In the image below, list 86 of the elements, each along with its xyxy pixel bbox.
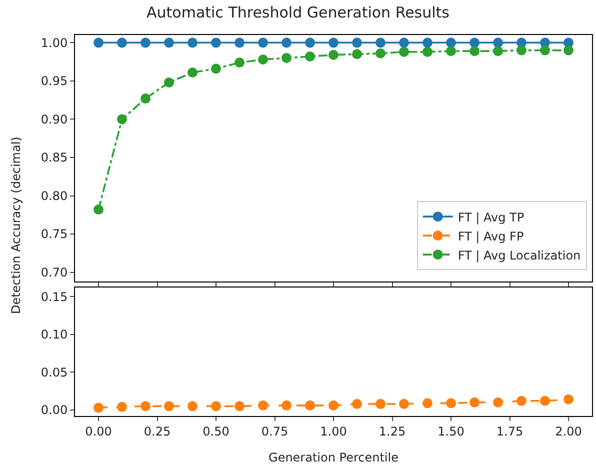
point — [328, 38, 338, 48]
point — [352, 398, 362, 409]
x-tick-label: 0.00 — [85, 424, 112, 438]
point — [305, 38, 315, 48]
point — [352, 49, 362, 60]
point — [446, 46, 456, 56]
x-tick-label: 1.75 — [496, 424, 524, 438]
legend-label: FT | Avg TP — [458, 210, 524, 224]
point — [211, 401, 221, 412]
point — [164, 401, 174, 412]
point — [117, 38, 127, 48]
point — [117, 114, 127, 124]
point — [94, 204, 104, 215]
point — [305, 51, 315, 62]
point — [211, 64, 221, 74]
point — [540, 396, 550, 406]
point — [188, 401, 198, 412]
point — [446, 38, 456, 48]
y-tick-label: 0.00 — [40, 403, 68, 418]
y-tick-label: 0.75 — [40, 227, 68, 242]
chart-title: Automatic Threshold Generation Results — [146, 3, 450, 22]
point — [117, 402, 127, 412]
point — [140, 94, 150, 104]
point — [564, 45, 574, 56]
y-tick-label: 0.85 — [40, 150, 68, 165]
point — [493, 397, 503, 408]
point — [282, 400, 292, 410]
point — [446, 398, 456, 408]
legend-label: FT | Avg Localization — [458, 248, 581, 262]
y-tick-label: 0.15 — [40, 290, 68, 304]
point — [188, 38, 198, 48]
y-tick-label: 0.80 — [40, 188, 68, 203]
point — [470, 46, 480, 56]
point — [94, 38, 104, 48]
point — [493, 38, 503, 48]
point — [282, 52, 292, 63]
point — [234, 58, 244, 68]
point — [540, 45, 550, 56]
point — [164, 38, 174, 48]
point — [140, 401, 150, 412]
point — [234, 401, 244, 412]
point — [305, 400, 315, 410]
point — [352, 38, 362, 48]
point — [422, 398, 432, 408]
point — [234, 38, 244, 48]
point — [328, 400, 338, 410]
y-axis-title: Detection Accuracy (decimal) — [9, 136, 24, 314]
x-tick-label: 1.00 — [320, 424, 347, 438]
point — [470, 397, 480, 408]
point — [493, 46, 503, 56]
point — [399, 38, 409, 48]
y-tick-label: 0.70 — [40, 266, 68, 280]
point — [376, 398, 386, 409]
x-tick-label: 1.25 — [378, 424, 406, 438]
point — [564, 394, 574, 404]
y-tick-label: 1.00 — [40, 36, 68, 50]
legend-label: FT | Avg FP — [458, 229, 524, 244]
x-tick-label: 1.50 — [438, 424, 464, 438]
point — [516, 45, 526, 56]
point — [258, 38, 268, 48]
point — [470, 38, 480, 48]
point — [399, 46, 409, 57]
point — [94, 402, 104, 413]
point — [164, 77, 174, 88]
y-tick-label: 0.10 — [40, 328, 68, 342]
y-tick-label: 0.05 — [40, 365, 68, 380]
point — [516, 396, 526, 406]
point — [422, 38, 432, 48]
x-tick-label: 2.00 — [555, 424, 582, 438]
x-axis-title: Generation Percentile — [268, 450, 398, 464]
point — [328, 50, 338, 60]
point — [140, 38, 150, 48]
x-tick-label: 0.25 — [144, 424, 171, 438]
point — [258, 400, 268, 410]
point — [188, 68, 198, 78]
y-tick-label: 0.95 — [40, 74, 68, 88]
point — [211, 38, 221, 48]
point — [399, 398, 409, 409]
x-tick-label: 0.75 — [261, 424, 288, 438]
point — [376, 38, 386, 48]
y-tick-label: 0.90 — [40, 112, 68, 126]
point — [376, 48, 386, 58]
x-tick-label: 0.50 — [202, 424, 230, 438]
point — [282, 38, 292, 48]
point — [258, 54, 268, 64]
point — [422, 46, 432, 57]
